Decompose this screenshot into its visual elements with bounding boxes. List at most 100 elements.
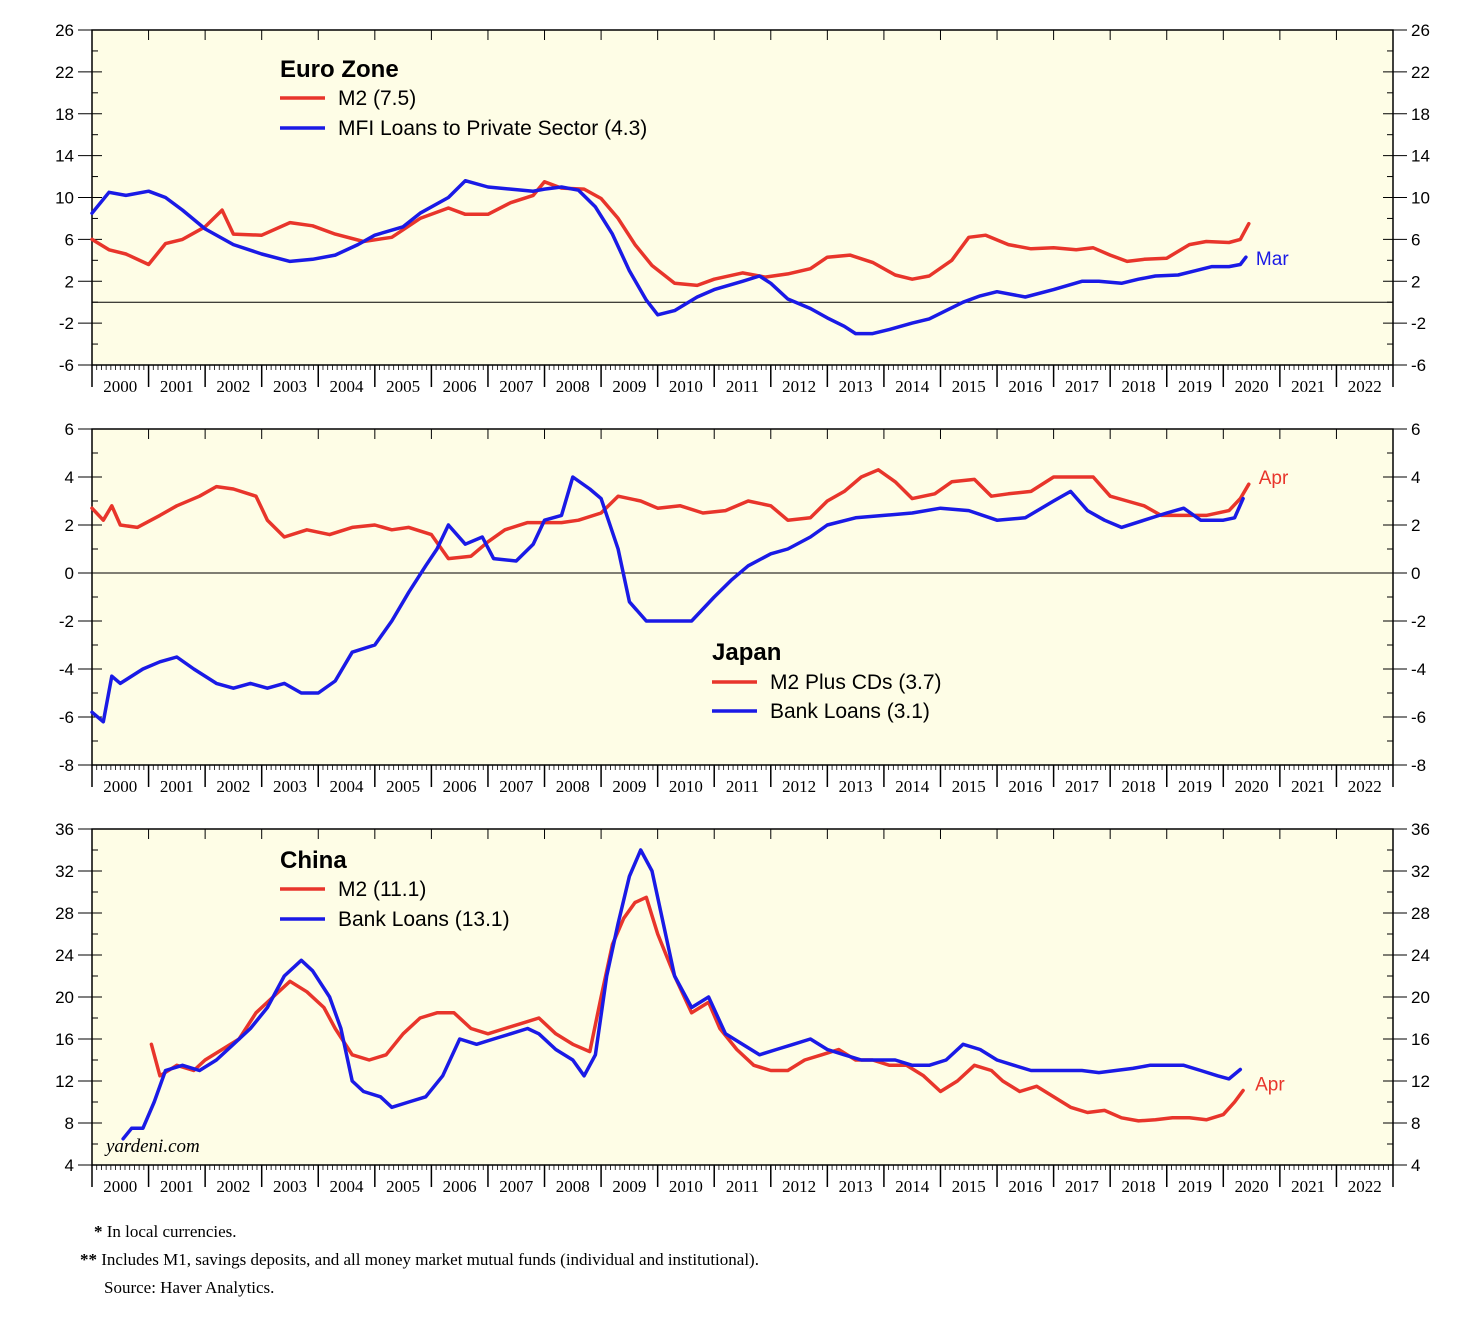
panel-title: China: [280, 847, 347, 874]
footnote-1: * In local currencies.: [94, 1222, 237, 1242]
x-tick-label: 2012: [782, 1177, 816, 1196]
x-tick-label: 2014: [895, 377, 930, 396]
x-tick-label: 2002: [216, 1177, 250, 1196]
x-tick-label: 2002: [216, 377, 250, 396]
y-tick-label-right: 4: [1411, 1156, 1420, 1175]
x-tick-label: 2008: [556, 1177, 590, 1196]
end-label: Apr: [1259, 468, 1289, 489]
x-tick-label: 2016: [1008, 1177, 1042, 1196]
y-tick-label-right: 6: [1411, 420, 1420, 439]
x-tick-label: 2014: [895, 1177, 930, 1196]
legend-label: M2 (7.5): [338, 87, 416, 110]
x-tick-label: 2004: [330, 377, 365, 396]
x-tick-label: 2018: [1121, 377, 1155, 396]
x-tick-label: 2015: [952, 1177, 986, 1196]
x-tick-label: 2009: [612, 1177, 646, 1196]
x-tick-label: 2000: [103, 1177, 137, 1196]
y-tick-label-right: 0: [1411, 564, 1420, 583]
x-tick-label: 2004: [330, 1177, 365, 1196]
x-tick-label: 2017: [1065, 377, 1100, 396]
x-tick-label: 2015: [952, 777, 986, 796]
y-tick-label-right: 4: [1411, 468, 1420, 487]
end-label: Apr: [1255, 1074, 1285, 1095]
y-tick-label-left: 20: [55, 988, 74, 1007]
y-tick-label-left: 10: [55, 189, 74, 208]
y-tick-label-left: 0: [65, 564, 74, 583]
y-tick-label-left: -6: [59, 356, 74, 375]
y-tick-label-left: 4: [65, 1156, 74, 1175]
x-tick-label: 2022: [1348, 377, 1382, 396]
y-tick-label-right: 22: [1411, 63, 1430, 82]
y-tick-label-right: 14: [1411, 147, 1430, 166]
y-tick-label-right: 16: [1411, 1030, 1430, 1049]
y-tick-label-left: -4: [59, 660, 74, 679]
y-tick-label-left: 6: [65, 230, 74, 249]
x-tick-label: 2020: [1235, 777, 1269, 796]
legend-label: M2 (11.1): [338, 878, 426, 901]
legend-label: Bank Loans (3.1): [770, 700, 930, 723]
y-tick-label-left: -2: [59, 314, 74, 333]
legend-label: MFI Loans to Private Sector (4.3): [338, 117, 647, 140]
x-tick-label: 2013: [839, 1177, 873, 1196]
x-tick-label: 2003: [273, 1177, 307, 1196]
x-tick-label: 2020: [1235, 1177, 1269, 1196]
x-tick-label: 2003: [273, 377, 307, 396]
x-tick-label: 2018: [1121, 1177, 1155, 1196]
footnote-2: ** Includes M1, savings deposits, and al…: [80, 1250, 759, 1270]
y-tick-label-left: -6: [59, 708, 74, 727]
x-tick-label: 2011: [726, 377, 759, 396]
x-tick-label: 2006: [443, 1177, 477, 1196]
x-tick-label: 2001: [160, 777, 194, 796]
x-tick-label: 2007: [499, 777, 534, 796]
watermark: yardeni.com: [104, 1136, 200, 1157]
y-tick-label-left: 32: [55, 862, 74, 881]
y-tick-label-right: 2: [1411, 516, 1420, 535]
series-line-loans: [121, 848, 1243, 1141]
x-tick-label: 2014: [895, 777, 930, 796]
x-tick-label: 2011: [726, 1177, 759, 1196]
y-tick-label-left: -2: [59, 612, 74, 631]
legend-label: Bank Loans (13.1): [338, 908, 510, 931]
y-tick-label-left: 8: [65, 1114, 74, 1133]
footnote-2-text: Includes M1, savings deposits, and all m…: [101, 1250, 759, 1269]
x-tick-label: 2007: [499, 377, 534, 396]
x-tick-label: 2009: [612, 377, 646, 396]
y-tick-label-left: 28: [55, 904, 74, 923]
x-tick-label: 2006: [443, 777, 477, 796]
y-tick-label-right: 12: [1411, 1072, 1430, 1091]
y-tick-label-right: 32: [1411, 862, 1430, 881]
x-tick-label: 2008: [556, 377, 590, 396]
footnote-1-mark: *: [94, 1222, 103, 1241]
x-tick-label: 2016: [1008, 777, 1042, 796]
y-tick-label-left: 2: [65, 272, 74, 291]
series-line-m2: [90, 468, 1251, 561]
y-tick-label-right: 36: [1411, 820, 1430, 839]
x-tick-label: 2009: [612, 777, 646, 796]
x-tick-label: 2013: [839, 777, 873, 796]
y-tick-label-right: 2: [1411, 272, 1420, 291]
series-line-loans: [90, 475, 1245, 724]
y-tick-label-right: 20: [1411, 988, 1430, 1007]
x-tick-label: 2019: [1178, 1177, 1212, 1196]
x-tick-label: 2021: [1291, 1177, 1325, 1196]
x-tick-label: 2019: [1178, 377, 1212, 396]
x-tick-label: 2021: [1291, 377, 1325, 396]
panel-title: Euro Zone: [280, 56, 399, 83]
y-tick-label-left: -8: [59, 756, 74, 775]
y-tick-label-right: -4: [1411, 660, 1426, 679]
y-tick-label-left: 16: [55, 1030, 74, 1049]
x-tick-label: 2020: [1235, 377, 1269, 396]
x-tick-label: 2004: [330, 777, 365, 796]
y-tick-label-right: -2: [1411, 314, 1426, 333]
x-tick-label: 2018: [1121, 777, 1155, 796]
panel-title: Japan: [712, 639, 781, 666]
x-tick-label: 2021: [1291, 777, 1325, 796]
x-tick-label: 2010: [669, 1177, 703, 1196]
y-tick-label-left: 4: [65, 468, 74, 487]
x-tick-label: 2022: [1348, 1177, 1382, 1196]
y-tick-label-left: 18: [55, 105, 74, 124]
y-tick-label-left: 36: [55, 820, 74, 839]
